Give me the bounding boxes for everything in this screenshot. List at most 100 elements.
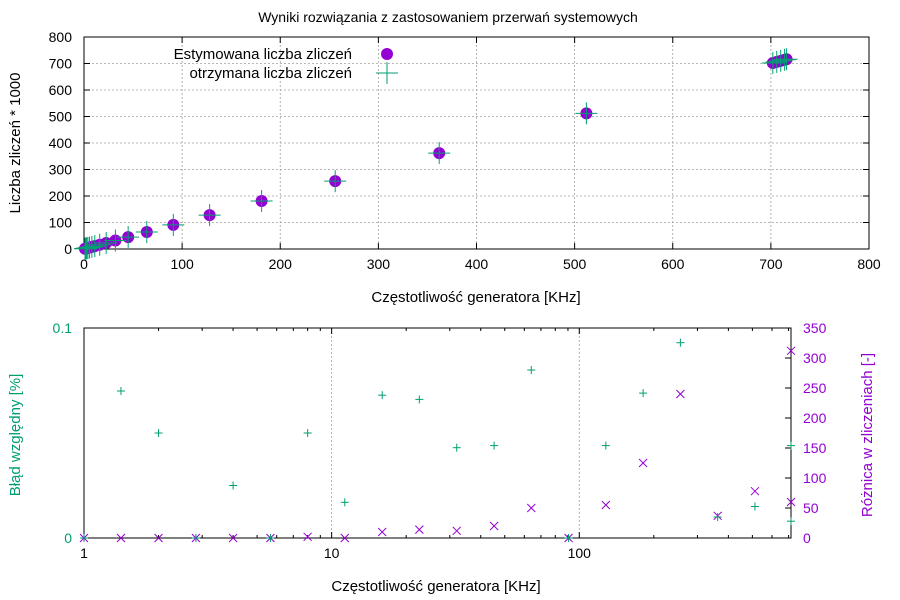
bottom-left-y-tick-label: 0.1 xyxy=(53,320,73,336)
difference-point xyxy=(526,503,536,513)
relative-error-point xyxy=(378,391,387,400)
top-x-axis-label: Częstotliwość generatora [KHz] xyxy=(371,289,580,306)
relative-error-point xyxy=(490,441,499,450)
bottom-plot-frame xyxy=(83,327,792,539)
measured-point xyxy=(117,226,140,249)
bottom-x-tick-label: 100 xyxy=(568,545,592,561)
measured-point xyxy=(765,50,788,73)
measured-point xyxy=(250,190,273,213)
top-chart: Wyniki rozwiązania z zastosowaniem przer… xyxy=(7,9,881,306)
bottom-right-y-tick-label: 150 xyxy=(803,440,827,456)
difference-point xyxy=(601,500,611,510)
top-x-tick-label: 400 xyxy=(465,256,489,272)
top-y-tick-label: 500 xyxy=(49,109,73,125)
bottom-right-y-ticks: 0 50 100 150 200 250 300 350 xyxy=(785,320,827,546)
relative-error-point xyxy=(639,389,648,398)
measured-point xyxy=(88,233,111,256)
bottom-right-y-tick-label: 50 xyxy=(803,500,819,516)
difference-point xyxy=(116,533,126,543)
difference-point xyxy=(303,532,312,542)
top-y-tick-label: 0 xyxy=(64,241,72,257)
difference-point xyxy=(228,533,238,543)
bottom-x-axis-label: Częstotliwość generatora [KHz] xyxy=(331,578,540,595)
difference-point xyxy=(786,346,796,356)
top-x-tick-label: 500 xyxy=(563,256,587,272)
bottom-left-y-tick-label: 0 xyxy=(64,530,72,546)
measured-point xyxy=(95,232,118,255)
top-x-tick-label: 200 xyxy=(269,256,293,272)
measured-point xyxy=(428,142,451,165)
top-y-ticks: 0 100 200 300 400 500 600 700 800 xyxy=(49,29,869,257)
top-x-tick-label: 700 xyxy=(759,256,783,272)
top-y-tick-label: 800 xyxy=(49,29,73,45)
top-y-tick-label: 100 xyxy=(49,215,73,231)
bottom-right-y-tick-label: 0 xyxy=(803,530,811,546)
legend-marker-estimated xyxy=(381,48,393,60)
bottom-right-y-tick-label: 350 xyxy=(803,320,827,336)
relative-error-point xyxy=(229,481,238,490)
relative-error-point xyxy=(452,443,461,452)
bottom-right-axis-label: Różnica w zliczeniach [-] xyxy=(859,353,876,517)
top-x-ticks: 0 100 200 300 400 500 600 700 800 xyxy=(80,37,881,272)
relative-error-point xyxy=(564,534,573,542)
top-data-points xyxy=(73,48,798,260)
top-y-axis-label: Liczba zliczeń * 1000 xyxy=(7,73,24,214)
bottom-x-tick-label: 1 xyxy=(80,545,88,561)
top-legend: Estymowana liczba zliczeń otrzymana licz… xyxy=(174,46,398,84)
bottom-grid xyxy=(331,328,580,538)
relative-error-point xyxy=(191,534,200,542)
difference-point xyxy=(452,526,462,536)
difference-point xyxy=(414,525,424,534)
bottom-left-y-ticks: 00.1 xyxy=(53,320,90,546)
relative-error-point xyxy=(116,387,125,395)
relative-error-point xyxy=(340,498,349,507)
legend-marker-measured xyxy=(376,62,398,84)
top-grid xyxy=(84,37,869,249)
bottom-left-axis-label: Błąd względny [%] xyxy=(7,374,24,497)
top-x-tick-label: 800 xyxy=(857,256,881,272)
measured-point xyxy=(773,48,796,71)
difference-point xyxy=(340,533,350,543)
relative-error-point xyxy=(601,441,610,450)
difference-point xyxy=(154,533,163,543)
relative-error-point xyxy=(750,502,759,511)
difference-point xyxy=(786,497,796,507)
measured-point xyxy=(83,235,106,258)
top-x-tick-label: 600 xyxy=(661,256,685,272)
measured-point xyxy=(135,221,158,244)
relative-error-point xyxy=(787,517,795,526)
top-y-tick-label: 600 xyxy=(49,82,73,98)
measured-point xyxy=(78,236,101,259)
relative-error-point xyxy=(266,534,275,542)
bottom-right-y-tick-label: 250 xyxy=(803,380,827,396)
relative-error-point xyxy=(787,441,795,450)
top-x-tick-label: 300 xyxy=(367,256,391,272)
legend-label-measured: otrzymana liczba zliczeń xyxy=(189,65,352,82)
top-x-tick-label: 100 xyxy=(170,256,194,272)
bottom-x-ticks: 1 10 100 xyxy=(80,328,790,561)
bottom-x-tick-label: 10 xyxy=(324,545,340,561)
measured-point xyxy=(775,48,798,71)
top-chart-title: Wyniki rozwiązania z zastosowaniem przer… xyxy=(258,9,638,25)
relative-error-point xyxy=(527,366,536,374)
bottom-data-points xyxy=(79,338,796,543)
measured-point xyxy=(769,49,792,72)
relative-error-point xyxy=(154,429,163,437)
relative-error-point xyxy=(303,429,312,437)
difference-point xyxy=(489,521,499,531)
top-y-tick-label: 200 xyxy=(49,188,73,204)
measured-point xyxy=(324,170,347,193)
measured-point xyxy=(80,235,103,258)
measured-point xyxy=(162,213,185,236)
relative-error-point xyxy=(415,395,424,404)
bottom-right-y-tick-label: 200 xyxy=(803,410,827,426)
bottom-right-y-tick-label: 300 xyxy=(803,350,827,366)
relative-error-point xyxy=(713,513,722,521)
top-y-tick-label: 400 xyxy=(49,135,73,151)
measured-point xyxy=(575,102,598,125)
legend-label-estimated: Estymowana liczba zliczeń xyxy=(174,46,352,63)
top-y-tick-label: 700 xyxy=(49,56,73,72)
top-x-tick-label: 0 xyxy=(80,256,88,272)
